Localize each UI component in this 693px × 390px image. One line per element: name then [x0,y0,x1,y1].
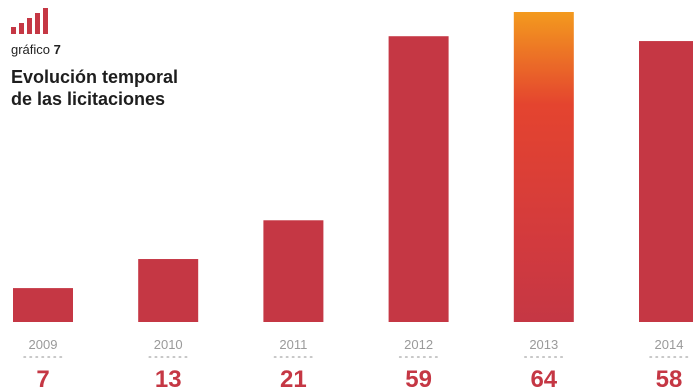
bar-2010 [138,259,199,322]
chart-title: Evolución temporal de las licitaciones [11,66,251,110]
chart-number-label: gráfico 7 [11,42,61,57]
x-tick-label-2014: 2014 [655,337,684,352]
x-tick-label-2011: 2011 [279,337,307,352]
bar-2013 [513,12,574,322]
data-label-2013: 64 [530,366,557,390]
bar-chart-icon [11,8,48,34]
x-tick-label-2010: 2010 [154,337,183,352]
labels-group: 2009 7 2010 13 2011 21 2012 59 2013 64 2014 58 [23,337,689,390]
data-label-2009: 7 [36,366,49,390]
x-tick-label-2009: 2009 [29,337,58,352]
chart-title-line-2: de las licitaciones [11,89,166,109]
x-tick-label-2012: 2012 [404,337,433,352]
bar-2011 [263,220,324,322]
chart-number: 7 [53,42,61,57]
data-label-2011: 21 [280,366,307,390]
bar-2014 [639,41,693,322]
data-label-2010: 13 [155,366,182,390]
bar-2012 [388,36,449,322]
chart-word: gráfico [11,42,51,57]
chart-title-line-1: Evolución temporal [11,67,179,87]
data-label-2014: 58 [656,366,683,390]
bar-2009 [13,288,73,322]
x-tick-label-2013: 2013 [529,337,558,352]
data-label-2012: 59 [405,366,432,390]
bars-group [13,12,693,322]
